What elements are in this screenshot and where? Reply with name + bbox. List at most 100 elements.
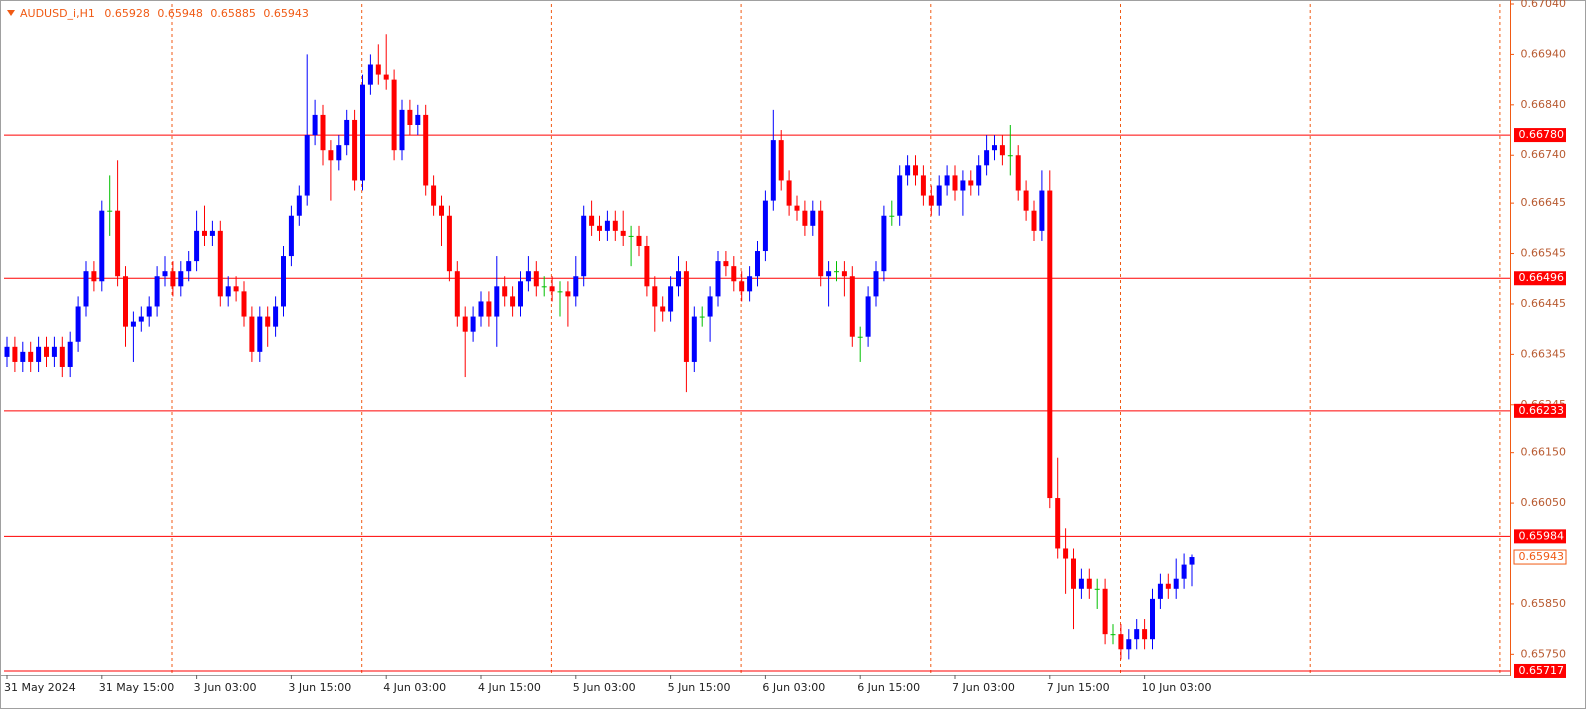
candle-body: [415, 114, 421, 125]
candle-body: [762, 200, 768, 252]
last-high: 0.65948: [157, 7, 203, 20]
level-label-bg: [1514, 403, 1566, 418]
candle-body: [660, 306, 666, 312]
x-tick-label: 10 Jun 03:00: [1142, 681, 1212, 694]
candle-body: [1007, 155, 1013, 157]
candle-body: [1126, 639, 1132, 650]
candle-body: [1015, 155, 1021, 191]
x-tick-label: 5 Jun 03:00: [573, 681, 636, 694]
candle-body: [423, 114, 429, 186]
candle-body: [636, 235, 642, 246]
candle-body: [328, 150, 334, 161]
candle-body: [67, 341, 73, 367]
candle-body: [549, 286, 555, 292]
candle-body: [541, 286, 547, 288]
candle-body: [107, 210, 113, 212]
level-label: 0.66233: [1519, 404, 1565, 417]
candle-body: [59, 346, 65, 367]
x-tick-label: 31 May 2024: [4, 681, 76, 694]
x-tick-label: 5 Jun 15:00: [668, 681, 731, 694]
candle-body: [920, 175, 926, 196]
candle-body: [565, 291, 571, 297]
candle-body: [1023, 190, 1029, 211]
grid: [171, 4, 1501, 675]
x-tick-label: 3 Jun 03:00: [194, 681, 257, 694]
candle-body: [407, 109, 413, 125]
candle-body: [936, 185, 942, 206]
candle-body: [4, 346, 10, 357]
candle-body: [1031, 210, 1037, 231]
candle-body: [1071, 558, 1076, 589]
candle-body: [296, 195, 302, 216]
level-label: 0.65984: [1519, 529, 1565, 542]
candle-body: [841, 271, 847, 277]
candle-body: [1134, 629, 1140, 640]
candle-body: [462, 316, 468, 332]
candle-body: [265, 316, 271, 327]
candle-body: [312, 114, 318, 136]
y-tick-label: 0.66150: [1521, 446, 1567, 459]
candle-body: [20, 351, 26, 362]
last-low: 0.65885: [210, 7, 256, 20]
candle-body: [589, 215, 595, 226]
candle-body: [810, 210, 816, 226]
candle-body: [557, 291, 563, 293]
x-tick-label: 4 Jun 03:00: [383, 681, 446, 694]
collapse-arrow[interactable]: [7, 10, 15, 16]
candle-body: [486, 301, 492, 317]
candle-body: [249, 316, 255, 352]
candle-body: [739, 281, 745, 292]
candle-body: [755, 251, 760, 277]
candle-body: [913, 165, 918, 176]
candle-body: [1157, 583, 1163, 599]
candle-body: [446, 215, 452, 272]
candle-body: [336, 145, 342, 161]
candle-body: [44, 346, 49, 357]
candle-body: [573, 276, 579, 297]
candle-body: [644, 245, 650, 287]
chart-header: AUDUSD_i,H1 0.65928 0.65948 0.65885 0.65…: [20, 7, 309, 20]
y-tick-label: 0.66740: [1521, 148, 1567, 161]
candle-body: [944, 175, 950, 186]
candle-body: [707, 296, 713, 317]
candle-body: [525, 271, 531, 282]
candle-body: [352, 119, 358, 181]
candle-body: [36, 346, 42, 362]
candle-body: [470, 316, 476, 332]
candle-body: [518, 281, 523, 307]
candle-body: [304, 135, 310, 196]
axis: 0.67040 0.66940 0.66840 0.66740 0.66645 0.665…: [4, 0, 1566, 694]
candle-body: [802, 210, 808, 226]
candle-body: [849, 276, 855, 337]
level-label: 0.66496: [1519, 271, 1565, 284]
candle-body: [723, 261, 729, 267]
candle-body: [494, 286, 500, 317]
level-label: 0.66780: [1519, 128, 1565, 141]
candle-body: [399, 109, 405, 151]
candle-body: [1165, 583, 1171, 589]
candle-body: [857, 336, 863, 338]
level-label-bg: [1514, 529, 1566, 544]
candle-body: [652, 286, 658, 307]
candle-body: [12, 346, 18, 362]
level-label: 0.65717: [1519, 664, 1565, 677]
candle-body: [454, 271, 460, 317]
candle-body: [225, 286, 231, 297]
candle-body: [683, 271, 689, 362]
candle-body: [1181, 564, 1187, 579]
level-label-bg: [1514, 271, 1566, 286]
candle-body: [115, 210, 121, 277]
candle-body: [778, 140, 784, 181]
candle-body: [1150, 598, 1155, 640]
candle-body: [162, 271, 168, 277]
last-close: 0.65943: [263, 7, 309, 20]
candle-body: [257, 316, 263, 352]
candle-body: [889, 215, 895, 217]
candle-body: [984, 150, 990, 166]
candle-body: [612, 220, 618, 231]
x-tick-label: 6 Jun 15:00: [857, 681, 920, 694]
candle-body: [75, 306, 81, 342]
labels: 0.66780 0.66496 0.66233 0.65984 0.65717 0.659…: [1513, 128, 1567, 678]
